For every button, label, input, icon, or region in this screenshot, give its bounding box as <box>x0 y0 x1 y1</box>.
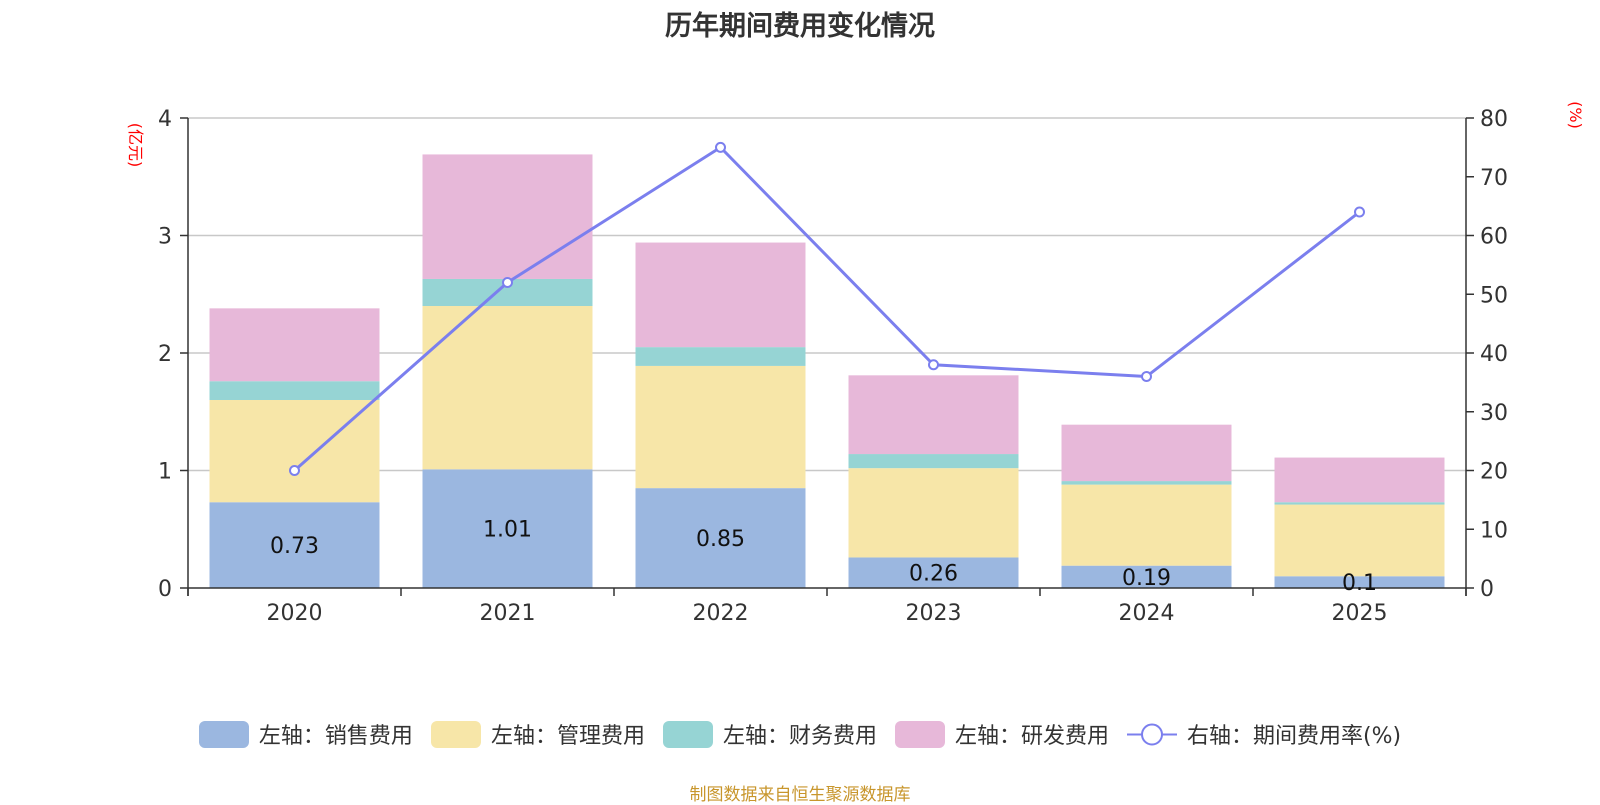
bar-data-label: 0.26 <box>909 562 958 587</box>
legend-swatch-finance <box>662 720 713 748</box>
legend-line-marker-icon <box>1126 723 1177 745</box>
bar-segment <box>209 502 380 588</box>
bar-segment <box>635 347 806 366</box>
bar-segment <box>848 557 1019 588</box>
left-tick-label: 2 <box>158 342 172 367</box>
x-tick-label: 2025 <box>1332 601 1388 626</box>
rate-point <box>289 465 300 476</box>
right-tick-label: 40 <box>1480 342 1508 367</box>
bar-segment <box>848 375 1019 455</box>
left-axis-label: (亿元) <box>126 123 145 168</box>
bar-segment <box>1274 576 1445 588</box>
x-tick-label: 2020 <box>267 601 323 626</box>
bar-data-label: 0.19 <box>1122 566 1171 591</box>
bar-segment <box>1274 457 1445 503</box>
rate-point <box>715 141 726 153</box>
right-tick-label: 20 <box>1480 460 1508 485</box>
legend-swatch-sales <box>198 720 249 748</box>
left-tick-label: 1 <box>158 460 172 485</box>
bar-segment <box>1061 481 1232 485</box>
right-tick-label: 30 <box>1480 401 1508 426</box>
legend-item-sales[interactable]: 左轴：销售费用 <box>198 718 413 750</box>
legend-label-finance: 左轴：财务费用 <box>722 724 877 749</box>
bar-segment <box>1061 565 1232 588</box>
rate-point <box>502 277 513 288</box>
right-tick-label: 0 <box>1480 577 1494 602</box>
right-tick-label: 70 <box>1480 166 1508 191</box>
legend-label-rate: 右轴：期间费用率(%) <box>1186 724 1402 749</box>
legend-label-rnd: 左轴：研发费用 <box>954 724 1109 749</box>
bar-segment <box>422 306 593 470</box>
bar-segment <box>635 242 806 348</box>
chart-title: 历年期间费用变化情况 <box>665 11 935 42</box>
legend-item-finance[interactable]: 左轴：财务费用 <box>662 718 877 750</box>
left-tick-label: 0 <box>158 577 172 602</box>
bar-segment <box>209 400 380 503</box>
right-tick-label: 50 <box>1480 283 1508 308</box>
bars <box>209 154 1445 588</box>
bar-data-label: 0.73 <box>270 534 319 559</box>
bar-data-label: 0.1 <box>1342 571 1377 596</box>
left-tick-label: 4 <box>158 107 172 132</box>
legend-item-rate[interactable]: 右轴：期间费用率(%) <box>1126 718 1402 750</box>
bar-segment <box>1061 424 1232 482</box>
legend-label-admin: 左轴：管理费用 <box>490 724 645 749</box>
legend-swatch-rnd <box>894 720 945 748</box>
right-axis-label: (%) <box>1566 101 1585 129</box>
legend-swatch-admin <box>430 720 481 748</box>
rate-point <box>1141 371 1152 382</box>
bar-segment <box>1061 484 1232 566</box>
bar-data-label: 1.01 <box>483 518 532 543</box>
rate-line <box>289 141 1365 476</box>
right-tick-label: 10 <box>1480 518 1508 543</box>
x-tick-label: 2023 <box>906 601 962 626</box>
bar-segment <box>848 454 1019 469</box>
gridlines <box>188 117 1466 472</box>
bar-segment <box>1274 502 1445 505</box>
x-tick-label: 2024 <box>1119 601 1175 626</box>
legend-label-sales: 左轴：销售费用 <box>258 724 413 749</box>
bar-segment <box>422 469 593 588</box>
left-tick-label: 3 <box>158 225 172 250</box>
rate-point <box>1354 206 1365 218</box>
bar-data-label: 0.85 <box>696 527 745 552</box>
bar-segment <box>1274 504 1445 577</box>
legend-item-admin[interactable]: 左轴：管理费用 <box>430 718 645 750</box>
bar-segment <box>209 308 380 382</box>
bar-segment <box>635 365 806 489</box>
source-note: 制图数据来自恒生聚源数据库 <box>689 785 911 805</box>
right-tick-label: 60 <box>1480 225 1508 250</box>
bar-segment <box>422 154 593 279</box>
x-tick-label: 2022 <box>693 601 749 626</box>
bar-segment <box>209 381 380 400</box>
rate-line-path <box>293 145 1361 472</box>
data-labels: 0.73 1.01 0.85 0.26 0.19 0.1 <box>270 518 1377 596</box>
right-tick-label: 80 <box>1480 107 1508 132</box>
x-tick-label: 2021 <box>480 601 536 626</box>
bar-segment <box>848 468 1019 558</box>
legend-item-rnd[interactable]: 左轴：研发费用 <box>894 718 1109 750</box>
rate-point <box>928 359 939 371</box>
legend: 左轴：销售费用 左轴：管理费用 左轴：财务费用 左轴：研发费用 右轴：期间费用率… <box>0 718 1600 750</box>
bar-segment <box>635 488 806 588</box>
